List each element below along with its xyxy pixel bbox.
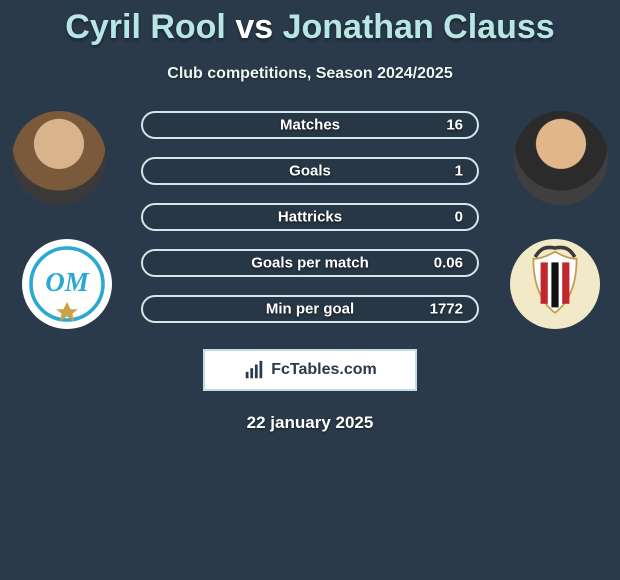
brand-badge: FcTables.com xyxy=(203,349,417,391)
stat-label: Goals per match xyxy=(251,255,369,272)
player1-name: Cyril Rool xyxy=(65,8,226,46)
stat-value: 16 xyxy=(446,117,463,134)
stat-row-matches: Matches 16 xyxy=(141,111,479,139)
player2-name: Jonathan Clauss xyxy=(283,8,555,46)
stat-value: 0 xyxy=(455,209,463,226)
stat-label: Matches xyxy=(280,117,340,134)
stat-label: Hattricks xyxy=(278,209,342,226)
comparison-card: Cyril Rool vs Jonathan Clauss Club compe… xyxy=(0,0,620,580)
chart-icon xyxy=(243,359,265,381)
subtitle: Club competitions, Season 2024/2025 xyxy=(0,65,620,83)
player1-avatar xyxy=(12,111,106,205)
page-title: Cyril Rool vs Jonathan Clauss xyxy=(0,0,620,47)
om-logo-icon: OM xyxy=(22,239,112,329)
comparison-body: OM Matches 16 Goals 1 xyxy=(0,111,620,433)
stat-bars: Matches 16 Goals 1 Hattricks 0 Goals per… xyxy=(141,111,479,323)
stat-value: 1 xyxy=(455,163,463,180)
club-logo-left: OM xyxy=(22,239,112,329)
stat-value: 1772 xyxy=(430,301,463,318)
club-logo-right xyxy=(510,239,600,329)
footer-date: 22 january 2025 xyxy=(0,413,620,433)
player2-avatar xyxy=(514,111,608,205)
vs-label: vs xyxy=(235,8,273,46)
nice-logo-icon xyxy=(510,239,600,329)
stat-row-gpm: Goals per match 0.06 xyxy=(141,249,479,277)
brand-text: FcTables.com xyxy=(271,361,377,379)
stat-label: Goals xyxy=(289,163,331,180)
stat-row-mpg: Min per goal 1772 xyxy=(141,295,479,323)
stat-row-hattricks: Hattricks 0 xyxy=(141,203,479,231)
stat-value: 0.06 xyxy=(434,255,463,272)
stat-label: Min per goal xyxy=(266,301,354,318)
stat-row-goals: Goals 1 xyxy=(141,157,479,185)
svg-text:OM: OM xyxy=(45,267,89,297)
